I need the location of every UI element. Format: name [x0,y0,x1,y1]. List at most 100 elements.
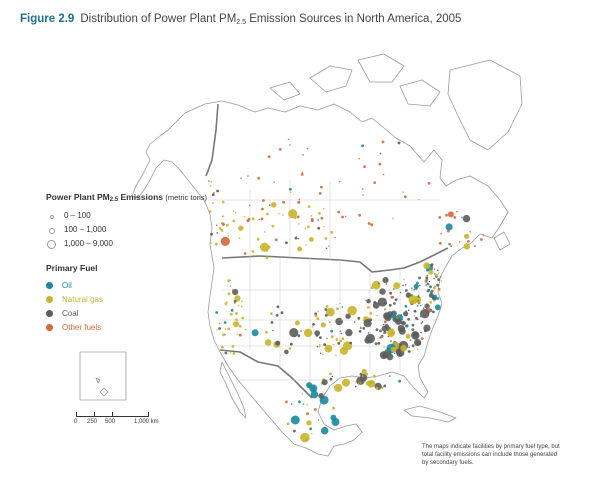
facility-point [210,232,213,236]
facility-point [251,217,255,221]
facility-point [480,238,483,241]
facility-point [419,304,422,307]
facility-point [323,225,325,228]
facility-point [423,262,431,270]
facility-point [216,329,218,331]
facility-point [344,215,347,218]
facility-point [363,319,372,328]
fuel-label: Coal [62,309,79,318]
facility-point [415,342,418,345]
facility-point [297,334,301,338]
facility-point [368,340,372,344]
facility-point [347,305,357,316]
facility-point [354,385,357,388]
facility-point [311,386,315,390]
facility-point [363,316,367,320]
facility-point [417,299,419,302]
facility-point [317,219,319,221]
facility-point [411,344,415,348]
facility-point [367,332,370,334]
facility-point [208,210,212,213]
facility-point [258,218,261,221]
facility-point [416,305,419,307]
facility-point [332,406,335,410]
fuel-oil: Oil [46,279,207,293]
facility-point [399,291,402,294]
facility-point [317,310,319,313]
facility-point [314,314,318,318]
facility-point [262,199,265,202]
facility-point [215,311,219,314]
facility-point [379,288,386,295]
facility-point [247,175,249,177]
fuel-natural-gas: Natural gas [46,293,207,307]
facility-point [237,304,240,307]
facility-point [389,375,391,377]
facility-point [290,403,293,405]
facility-point [290,415,300,425]
facility-point [375,328,379,332]
facility-point [227,235,230,237]
facility-point [404,289,408,292]
facility-point [337,342,341,345]
facility-point [378,162,382,166]
facility-point [426,282,430,286]
facility-point [438,289,441,292]
facility-point [216,232,218,234]
facility-point [297,237,300,240]
facility-point [359,372,363,376]
facility-point [362,326,366,330]
facility-point [274,238,278,242]
facility-point [232,219,236,223]
facility-point [288,187,292,191]
facility-point [367,222,371,225]
newfoundland [493,231,511,251]
facility-point [220,229,224,232]
facility-point [234,295,241,302]
facility-point [422,307,425,310]
facility-point [383,346,385,349]
facility-point [235,318,239,322]
facility-point [474,245,476,247]
facility-point [393,282,401,290]
facility-point [341,215,344,219]
greenland-outline [447,59,523,151]
us-mexico-border [219,349,313,399]
mainland-outline [131,100,509,457]
facility-point [294,335,296,338]
facility-point [456,210,458,213]
size-class-small: 0 – 100 [46,209,207,223]
facility-point [420,309,430,319]
facility-point [316,317,320,320]
facility-point [325,247,328,250]
facility-point [358,213,361,217]
facility-point [453,216,457,219]
facility-point [390,346,397,353]
facility-point [420,337,424,340]
facility-point [445,213,448,217]
facility-point [311,219,314,223]
facility-point [326,307,335,317]
facility-point [311,326,314,328]
facility-point [210,180,213,183]
fuel-label: Oil [62,281,72,290]
facility-point [226,223,229,227]
facility-point [440,280,443,282]
facility-point [400,314,403,316]
facility-point [318,393,324,399]
facility-point [324,344,333,353]
facility-point [374,342,378,346]
facility-point [370,223,374,227]
facility-point [384,302,387,305]
facility-point [294,320,300,326]
facility-point [339,302,341,305]
facility-point [211,193,215,197]
national-borders [205,103,449,399]
facility-point [340,332,343,335]
size-symbol-small [50,215,54,219]
facility-point [408,295,418,305]
facility-point [251,329,259,337]
facility-point [448,242,451,246]
facility-point [337,210,341,214]
facility-point [316,345,319,348]
